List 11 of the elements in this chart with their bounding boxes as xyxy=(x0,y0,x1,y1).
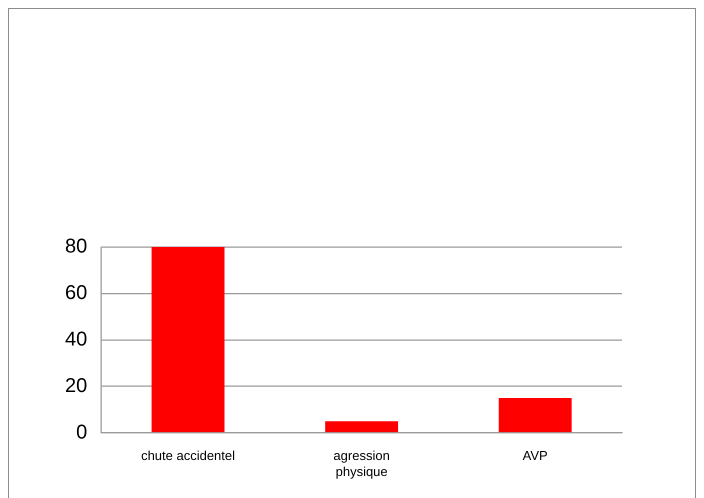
y-tick-label: 80 xyxy=(64,236,88,258)
bar xyxy=(498,398,572,432)
bar xyxy=(325,421,398,432)
x-tick-label: agression physique xyxy=(333,448,390,479)
y-tick-label: 20 xyxy=(64,374,88,397)
bar xyxy=(152,247,224,432)
y-tick-label: 60 xyxy=(64,282,88,304)
y-tick-label: 40 xyxy=(64,328,88,350)
x-tick-label: chute accidentel xyxy=(141,448,236,464)
y-tick-label: 0 xyxy=(76,421,88,444)
x-tick-label: AVP xyxy=(522,448,548,464)
